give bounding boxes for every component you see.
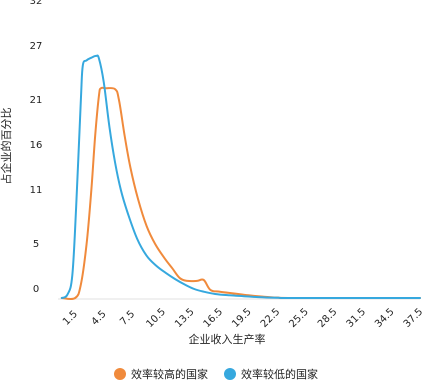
legend-marker-1: [114, 368, 126, 380]
y-tick-label: 0: [33, 284, 39, 295]
x-tick-label: 37.5: [402, 306, 424, 330]
series-layer: [60, 54, 421, 301]
x-tick-label: 13.5: [173, 306, 197, 330]
x-tick-label: 16.5: [202, 306, 226, 330]
y-tick-label: 27: [30, 41, 43, 52]
series-line-2: [60, 54, 421, 300]
y-axis-label: 占企业的百分比: [0, 108, 13, 185]
legend: 效率较高的国家 效率较低的国家: [114, 367, 318, 381]
x-tick-label: 7.5: [118, 309, 137, 328]
x-tick-label: 34.5: [373, 306, 397, 330]
y-tick-label: 5: [33, 239, 39, 250]
y-tick-label: 32: [30, 0, 43, 7]
x-tick-label: 19.5: [230, 306, 254, 330]
y-tick-label: 21: [30, 95, 43, 106]
series-line-1: [60, 86, 421, 301]
legend-label-2: 效率较低的国家: [241, 367, 318, 381]
x-tick-label: 28.5: [316, 306, 340, 330]
y-axis-ticks: 0 5 11 16 21 27 32: [30, 0, 43, 295]
x-axis-label: 企业收入生产率: [189, 332, 266, 346]
x-tick-label: 25.5: [287, 306, 311, 330]
legend-label-1: 效率较高的国家: [131, 367, 208, 381]
x-tick-label: 31.5: [345, 306, 369, 330]
x-tick-label: 1.5: [61, 309, 80, 328]
x-axis-ticks: 1.5 4.5 7.5 10.5 13.5 16.5 19.5 22.5 25.5 28.5 31.…: [61, 306, 424, 330]
y-tick-label: 16: [30, 140, 43, 151]
x-tick-label: 10.5: [144, 306, 168, 330]
x-tick-label: 4.5: [90, 309, 109, 328]
x-tick-label: 22.5: [259, 306, 283, 330]
legend-marker-2: [224, 368, 236, 380]
y-tick-label: 11: [30, 185, 43, 196]
